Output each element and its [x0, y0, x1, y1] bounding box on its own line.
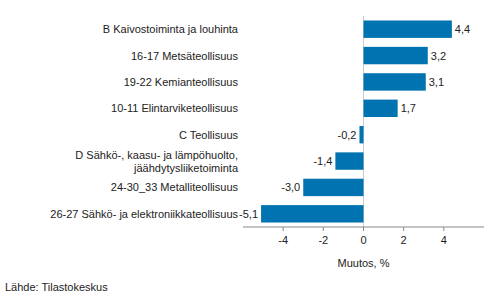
bar: [261, 205, 363, 222]
bar: [364, 100, 398, 117]
tick-label: 4: [441, 234, 447, 246]
data-label: 1,7: [401, 102, 416, 114]
tick-label: 2: [401, 234, 407, 246]
tick: [283, 227, 284, 231]
bar: [303, 179, 363, 196]
tick-label: -2: [318, 234, 328, 246]
category-label: 26-27 Sähkö- ja elektroniikkateollisuus: [50, 208, 238, 220]
bar: [335, 152, 363, 169]
tick: [443, 227, 444, 231]
bar: [364, 47, 428, 64]
data-label: 3,1: [429, 76, 444, 88]
bar: [364, 20, 452, 37]
category-label: 16-17 Metsäteollisuus: [131, 50, 239, 62]
x-axis-label: Muutos, %: [338, 257, 390, 269]
data-label: -0,2: [338, 129, 357, 141]
category-label: 19-22 Kemianteollisuus: [124, 76, 239, 88]
tick: [323, 227, 324, 231]
label-line: jäähdytysliiketoiminta: [133, 162, 239, 174]
data-label: -3,0: [281, 181, 300, 193]
bars: [261, 20, 452, 222]
tick: [363, 227, 364, 231]
chart: 4,4 B Kaivostoiminta ja louhinta 3,2 16-17 …: [0, 0, 493, 304]
tick-label: -4: [278, 234, 288, 246]
category-label: D Sähkö-, kaasu- ja lämpöhuolto,jäähdyty…: [75, 149, 239, 174]
tick: [403, 227, 404, 231]
data-label: -1,4: [313, 155, 332, 167]
category-label: C Teollisuus: [179, 129, 239, 141]
bar: [364, 73, 426, 90]
source: Lähde: Tilastokeskus: [5, 281, 108, 293]
label-line: D Sähkö-, kaasu- ja lämpöhuolto,: [75, 149, 238, 161]
bar: [359, 126, 363, 143]
category-label: 10-11 Elintarviketeollisuus: [111, 102, 238, 114]
data-label: 4,4: [455, 23, 470, 35]
data-label: 3,2: [431, 50, 446, 62]
category-label: 24-30_33 Metalliteollisuus: [111, 181, 239, 193]
category-label: B Kaivostoiminta ja louhinta: [103, 23, 239, 35]
data-label: -5,1: [239, 208, 258, 220]
tick-label: 0: [360, 234, 366, 246]
